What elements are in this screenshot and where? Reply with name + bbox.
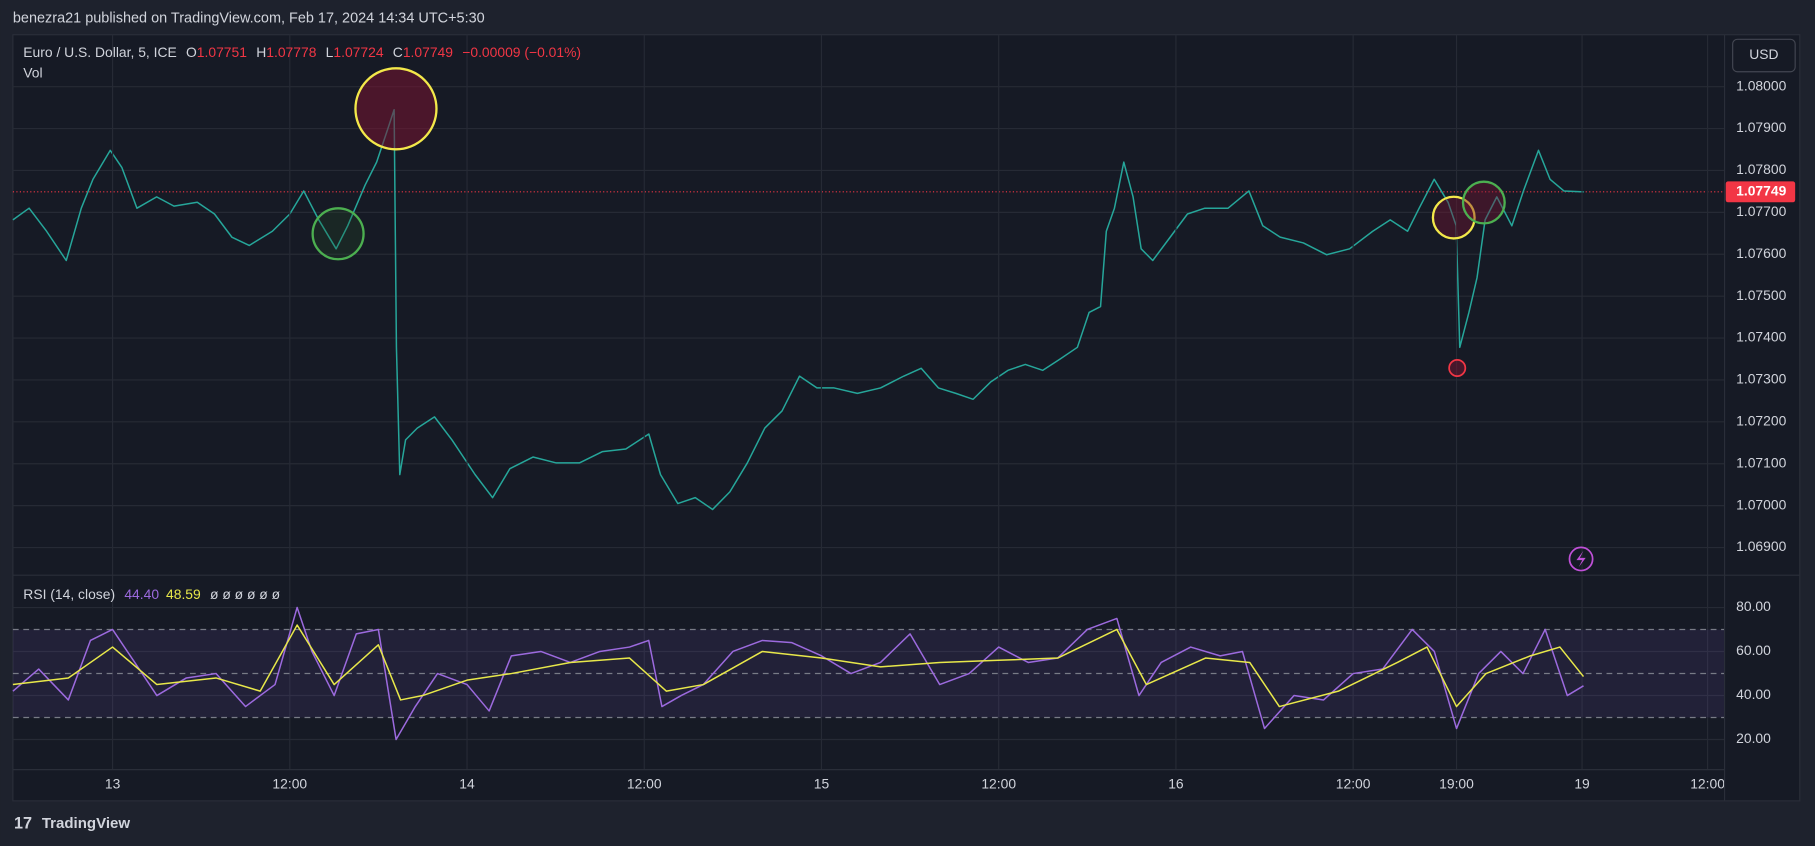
x-tick-label: 16 xyxy=(1168,775,1184,791)
symbol-title: Euro / U.S. Dollar, 5, ICE xyxy=(23,44,176,60)
x-tick-label: 13 xyxy=(105,775,121,791)
annotation-circle xyxy=(311,207,365,261)
currency-button[interactable] xyxy=(1732,38,1796,73)
y-tick-label: 1.07600 xyxy=(1736,245,1786,261)
annotation-circle xyxy=(1448,359,1467,377)
annotation-circle xyxy=(354,67,438,151)
series-line xyxy=(12,624,1585,708)
last-price-tag xyxy=(1725,181,1796,203)
last-price-label: 1.07749 xyxy=(1736,183,1786,199)
chart-layer: 1.06900 1.07000 1.07100 1.07200 1.07300 1.074… xyxy=(12,34,1796,791)
x-tick-label: 14 xyxy=(459,775,475,791)
footer-logo: 17 xyxy=(14,814,32,832)
y-tick-label: 60.00 xyxy=(1736,642,1771,658)
header: benezra21 published on TradingView.com, … xyxy=(13,10,485,26)
x-tick-label: 19:00 xyxy=(1439,775,1474,791)
ohlc-value: 1.07749 xyxy=(403,44,453,60)
y-tick-label: 1.07000 xyxy=(1736,496,1786,512)
x-tick-label: 12:00 xyxy=(272,775,307,791)
x-tick-label: 12:00 xyxy=(1336,775,1371,791)
y-tick-label: 1.07100 xyxy=(1736,454,1786,470)
chart-frame xyxy=(12,34,1801,802)
y-tick-label: 1.07500 xyxy=(1736,287,1786,303)
symbol-legend: Euro / U.S. Dollar, 5, ICE O1.07751 H1.077… xyxy=(23,44,581,60)
change: −0.00009 (−0.01%) xyxy=(462,44,581,60)
y-tick-label: 1.08000 xyxy=(1736,77,1786,93)
x-tick-label: 12:00 xyxy=(627,775,662,791)
x-tick-label: 12:00 xyxy=(1690,775,1725,791)
footer-brand: TradingView xyxy=(42,815,131,832)
y-tick-label: 1.06900 xyxy=(1736,538,1786,554)
ohlc-value: 1.07751 xyxy=(197,44,247,60)
rsi-title: RSI (14, close) xyxy=(23,586,115,602)
ohlc-label: H xyxy=(256,44,266,60)
y-tick-label: 80.00 xyxy=(1736,598,1771,614)
y-tick-label: 1.07400 xyxy=(1736,329,1786,345)
y-tick-label: 1.07900 xyxy=(1736,119,1786,135)
rsi-value: 44.40 xyxy=(124,586,159,602)
rsi-ma-value: 48.59 xyxy=(166,586,201,602)
ohlc-label: L xyxy=(326,44,334,60)
y-tick-label: 1.07700 xyxy=(1736,203,1786,219)
series-line xyxy=(12,606,1584,741)
y-tick-label: 20.00 xyxy=(1736,730,1771,746)
rsi-extra: ø ø ø ø ø ø xyxy=(210,586,281,602)
annotation-circle xyxy=(1461,180,1506,225)
ohlc-label: C xyxy=(393,44,403,60)
ohlc-label: O xyxy=(186,44,197,60)
alert-icon-bolt xyxy=(1576,550,1586,568)
y-tick-label: 1.07200 xyxy=(1736,413,1786,429)
alert-icon[interactable] xyxy=(1568,546,1594,572)
x-tick-label: 12:00 xyxy=(981,775,1016,791)
currency-label: USD xyxy=(1749,46,1778,62)
ohlc-value: 1.07778 xyxy=(266,44,316,60)
series-line xyxy=(12,108,1584,511)
x-tick-label: 15 xyxy=(814,775,830,791)
y-tick-label: 1.07800 xyxy=(1736,161,1786,177)
y-tick-label: 40.00 xyxy=(1736,686,1771,702)
volume-legend: Vol xyxy=(23,65,42,81)
ohlc-value: 1.07724 xyxy=(333,44,383,60)
x-tick-label: 19 xyxy=(1574,775,1590,791)
y-tick-label: 1.07300 xyxy=(1736,371,1786,387)
rsi-legend: RSI (14, close) 44.40 48.59 ø ø ø ø ø ø xyxy=(23,586,280,602)
